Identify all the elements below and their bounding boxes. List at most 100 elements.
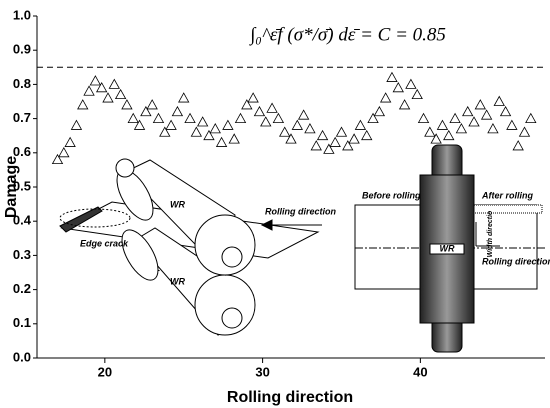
point [379, 92, 392, 103]
point [335, 126, 348, 137]
point [386, 71, 398, 82]
point [152, 112, 165, 123]
point [234, 112, 247, 123]
roll-label-box [429, 243, 465, 255]
point [291, 119, 303, 130]
wr-label: WR [170, 276, 185, 286]
roll-neck [221, 246, 243, 268]
point [361, 129, 373, 141]
arrowhead [260, 219, 273, 231]
point [89, 75, 102, 86]
axes: 0.0 0.1 0.2 0.3 0.4 0.5 0.6 0.7 0.8 0.9 1.0 20 30 40 [13, 7, 545, 379]
point [411, 88, 423, 100]
x-tick-label: 20 [98, 364, 112, 379]
width-label: Width directio [487, 210, 494, 257]
points [51, 71, 537, 165]
equation: ∫₀^ε̄f (σ*/σ̄) dε̄ = C = 0.85 [249, 24, 446, 46]
point [241, 99, 253, 110]
y-tick-label: 0.5 [13, 178, 31, 193]
point [392, 81, 404, 93]
crack-ellipse [59, 208, 131, 228]
crack-label: Edge crack [80, 238, 129, 248]
point [474, 99, 486, 110]
point [184, 112, 196, 123]
y-tick-label: 0.2 [13, 281, 31, 296]
point [468, 116, 480, 127]
point [443, 129, 455, 141]
point [140, 105, 152, 117]
wr-label: WR [170, 199, 185, 209]
point [209, 123, 221, 134]
point [102, 92, 114, 103]
point [108, 78, 120, 89]
point [373, 105, 386, 117]
point [342, 140, 354, 151]
point [146, 99, 158, 110]
x-axis-label: Rolling direction [227, 389, 353, 406]
point [203, 129, 215, 141]
point [424, 126, 436, 137]
point [77, 99, 89, 110]
before-label: Before rolling [362, 190, 421, 200]
arrow-label: Rolling direction [265, 206, 337, 216]
point [405, 78, 417, 89]
y-tick-label: 1.0 [13, 7, 31, 22]
point [367, 112, 379, 123]
point [436, 119, 449, 130]
x-tick-label: 40 [413, 364, 427, 379]
roll-neck [221, 307, 243, 329]
y-tick-label: 0.6 [13, 144, 31, 159]
rolling-label: Rolling direction [482, 256, 550, 266]
point [462, 105, 474, 117]
y-tick-label: 0.9 [13, 42, 31, 57]
y-tick-label: 0.3 [13, 247, 31, 262]
point [196, 116, 209, 127]
point [58, 146, 70, 158]
point [279, 126, 291, 137]
point [285, 133, 297, 144]
y-tick-label: 0.4 [13, 213, 32, 228]
point [518, 126, 531, 137]
point [266, 102, 278, 113]
point [222, 119, 234, 130]
point [96, 81, 108, 93]
point [449, 112, 461, 123]
point [310, 140, 322, 151]
x-tick-label: 30 [255, 364, 269, 379]
point [354, 119, 367, 130]
wr-label: WR [440, 243, 455, 253]
roll-face [194, 214, 256, 276]
point [253, 105, 266, 117]
point [127, 112, 139, 123]
point [493, 95, 505, 106]
point [512, 140, 524, 151]
y-tick-label: 0.0 [13, 349, 31, 364]
point [133, 119, 146, 130]
point [398, 99, 411, 110]
point [480, 109, 493, 120]
point [190, 126, 203, 137]
point [525, 112, 537, 123]
inset-right: Before rolling After rolling WR Width di… [354, 144, 550, 353]
point [323, 143, 335, 154]
point [178, 92, 190, 103]
point [487, 123, 499, 134]
point [348, 133, 360, 144]
edge-crack-zone [59, 206, 103, 233]
roll-neck [115, 158, 135, 178]
point [272, 112, 285, 123]
y-tick-label: 0.7 [13, 110, 31, 125]
point [64, 136, 76, 147]
point [260, 116, 272, 127]
point [430, 133, 442, 144]
point [159, 126, 171, 137]
point [455, 123, 468, 134]
point [215, 136, 228, 147]
point [121, 99, 133, 110]
point [70, 119, 83, 130]
point [51, 153, 64, 165]
point [83, 85, 95, 96]
point [417, 112, 430, 123]
